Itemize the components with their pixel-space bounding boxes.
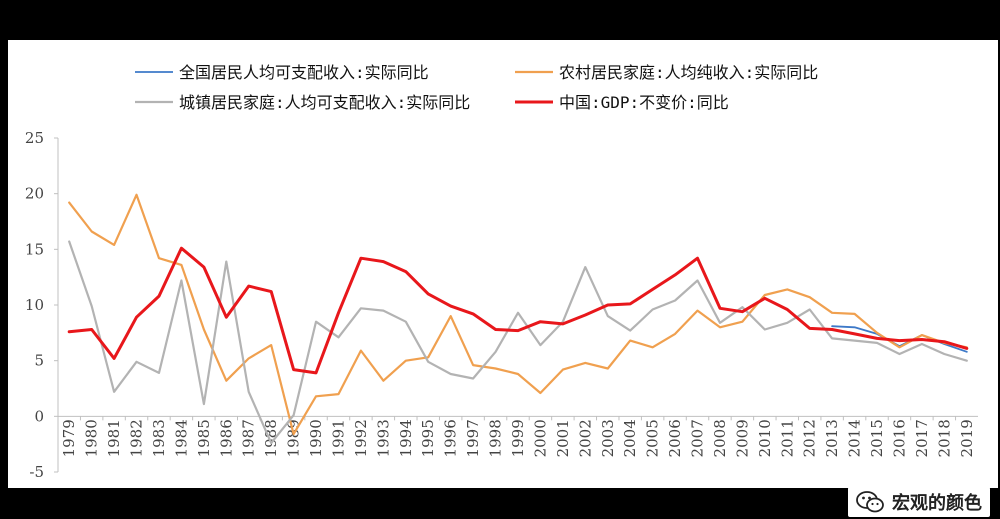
x-tick-label: 1994 — [397, 419, 415, 457]
brand-badge: 宏观的颜色 — [848, 487, 990, 517]
legend-label: 城镇居民家庭:人均可支配收入:实际同比 — [179, 93, 470, 112]
x-tick-label: 1996 — [442, 419, 460, 457]
x-tick-label: 1997 — [464, 419, 482, 457]
x-tick-label: 1998 — [487, 419, 505, 457]
x-tick-label: 1980 — [83, 419, 101, 457]
data-source — [12, 492, 432, 516]
x-tick-label: 2004 — [621, 419, 639, 457]
x-tick-label: 2013 — [823, 419, 841, 457]
legend-label: 全国居民人均可支配收入:实际同比 — [179, 63, 429, 82]
x-tick-label: 2019 — [958, 419, 976, 457]
x-tick-label: 2016 — [890, 419, 908, 457]
y-tick-label: -5 — [29, 463, 44, 481]
x-tick-label: 1985 — [195, 419, 213, 457]
x-tick-label: 1982 — [128, 419, 146, 457]
y-tick-label: 5 — [34, 352, 44, 370]
x-tick-label: 1992 — [352, 419, 370, 457]
x-tick-label: 1988 — [262, 419, 280, 457]
x-tick-label: 1981 — [105, 419, 123, 457]
x-tick-label: 1993 — [374, 419, 392, 457]
legend-label: 中国:GDP:不变价:同比 — [559, 93, 729, 112]
x-tick-label: 2012 — [801, 419, 819, 457]
x-tick-label: 2009 — [733, 419, 751, 457]
x-tick-label: 2003 — [599, 419, 617, 457]
y-tick-label: 20 — [25, 185, 44, 203]
x-tick-label: 2017 — [913, 419, 931, 457]
x-tick-label: 2014 — [846, 419, 864, 457]
x-tick-label: 1983 — [150, 419, 168, 457]
x-tick-label: 1986 — [217, 419, 235, 457]
x-tick-label: 2018 — [935, 419, 953, 457]
y-tick-label: 25 — [25, 129, 44, 147]
x-tick-label: 2006 — [666, 419, 684, 457]
x-tick-label: 1987 — [240, 419, 258, 457]
series-line-2 — [68, 240, 968, 445]
x-tick-label: 1999 — [509, 419, 527, 457]
legend-label: 农村居民家庭:人均纯收入:实际同比 — [559, 63, 818, 82]
x-tick-label: 2010 — [756, 419, 774, 457]
x-tick-label: 2007 — [689, 419, 707, 457]
x-tick-label: 2011 — [778, 419, 796, 457]
x-tick-label: 1979 — [60, 419, 78, 457]
x-tick-label: 2005 — [644, 419, 662, 457]
wechat-icon — [856, 491, 884, 513]
brand-name: 宏观的颜色 — [892, 493, 982, 514]
x-tick-label: 2001 — [554, 419, 572, 457]
series-line-1 — [68, 193, 968, 436]
y-tick-label: 15 — [25, 240, 44, 258]
y-tick-label: 0 — [34, 407, 44, 425]
x-tick-label: 2002 — [576, 419, 594, 457]
x-tick-label: 1989 — [285, 419, 303, 457]
x-tick-label: 2015 — [868, 419, 886, 457]
y-tick-label: 10 — [25, 296, 44, 314]
x-tick-label: 2008 — [711, 419, 729, 457]
x-tick-label: 1984 — [172, 419, 190, 457]
series-line-3 — [67, 246, 969, 375]
x-tick-label: 1995 — [419, 419, 437, 457]
x-tick-label: 1990 — [307, 419, 325, 457]
x-tick-label: 1991 — [329, 419, 347, 457]
x-tick-label: 2000 — [531, 419, 549, 457]
